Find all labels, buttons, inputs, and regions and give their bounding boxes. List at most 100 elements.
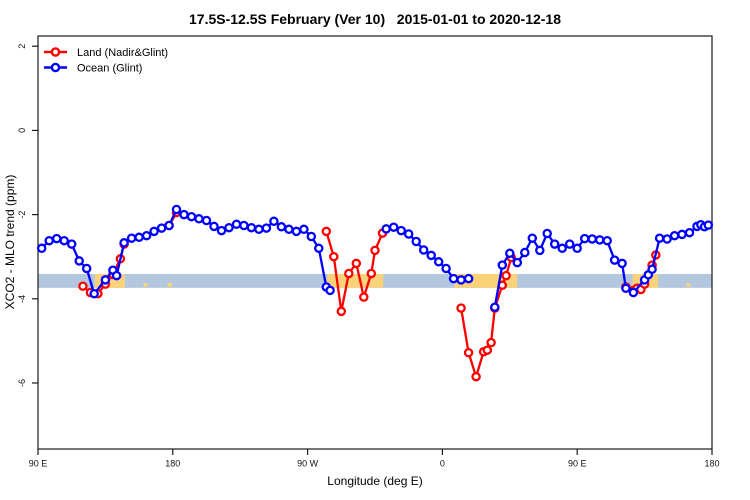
data-point-ocean (194, 214, 204, 224)
data-point-ocean (662, 234, 672, 244)
data-point-ocean (388, 222, 399, 232)
x-tick-label: 90 E (568, 459, 587, 469)
data-point-ocean (505, 248, 515, 259)
x-axis-ticks: 90 E 180 90 W 0 90 E 180 (29, 449, 720, 469)
x-tick-label: 0 (440, 459, 445, 469)
data-point-ocean (677, 229, 687, 240)
data-point-land (370, 245, 380, 256)
data-point-ocean (269, 216, 279, 227)
data-point-ocean (66, 239, 77, 249)
data-point-ocean (126, 233, 137, 243)
data-point-land (336, 306, 347, 317)
data-point-ocean (141, 230, 152, 241)
x-tick-label: 180 (165, 459, 180, 469)
data-point-ocean (89, 288, 99, 299)
y-tick-label: 2 (17, 44, 27, 49)
data-point-land (329, 251, 339, 262)
data-point-ocean (74, 256, 84, 266)
data-point-ocean (81, 263, 92, 274)
data-point-ocean (276, 222, 287, 232)
data-point-ocean (628, 287, 639, 298)
data-point-ocean (520, 247, 530, 258)
data-point-land (366, 268, 377, 279)
data-point-ocean (512, 257, 523, 268)
land-coverage-mark (686, 282, 691, 287)
data-point-ocean (254, 224, 264, 235)
data-point-ocean (231, 219, 242, 230)
data-point-ocean (216, 225, 227, 236)
legend-land-label: Land (Nadir&Glint) (77, 47, 168, 59)
data-point-ocean (441, 263, 451, 274)
data-point-ocean (579, 233, 590, 244)
land-coverage-mark (143, 282, 148, 287)
data-point-ocean (542, 228, 552, 239)
data-series (36, 204, 714, 382)
data-point-ocean (239, 220, 249, 231)
data-point-ocean (44, 235, 54, 246)
data-point-ocean (179, 209, 189, 220)
data-point-ocean (171, 204, 182, 215)
data-point-ocean (426, 250, 436, 261)
data-point-ocean (284, 224, 294, 235)
x-axis-label: Longitude (deg E) (327, 474, 422, 488)
data-point-ocean (291, 226, 302, 237)
data-point-ocean (703, 220, 714, 230)
data-point-ocean (587, 234, 597, 244)
data-point-ocean (156, 223, 167, 233)
x-tick-label: 180 (704, 459, 719, 469)
data-point-ocean (549, 239, 560, 249)
data-point-ocean (654, 233, 665, 243)
data-point-land (501, 270, 511, 281)
data-point-land (351, 258, 362, 269)
y-tick-label: -2 (17, 211, 27, 219)
data-point-land (463, 347, 474, 358)
x-tick-label: 90 E (29, 459, 48, 469)
data-point-ocean (246, 222, 257, 233)
data-point-ocean (490, 302, 500, 312)
data-point-ocean (201, 215, 212, 226)
data-point-ocean (572, 243, 582, 254)
y-tick-label: -6 (17, 379, 27, 387)
data-point-ocean (418, 245, 429, 255)
data-point-ocean (602, 235, 612, 246)
data-point-ocean (684, 227, 695, 238)
data-point-ocean (314, 243, 324, 254)
data-point-ocean (669, 230, 680, 241)
data-point-ocean (186, 211, 197, 222)
legend-ocean-marker (50, 62, 61, 73)
data-point-ocean (497, 260, 508, 270)
data-point-land (486, 337, 496, 348)
data-point-ocean (261, 223, 272, 233)
data-point-ocean (463, 273, 474, 284)
data-point-ocean (59, 235, 69, 246)
data-point-ocean (325, 285, 335, 296)
legend-ocean-label: Ocean (Glint) (77, 62, 142, 74)
legend: Land (Nadir&Glint) Ocean (Glint) (44, 47, 168, 74)
data-point-ocean (134, 232, 144, 243)
data-point-ocean (456, 275, 466, 285)
data-point-ocean (299, 224, 309, 235)
data-point-ocean (617, 258, 627, 269)
data-point-land (471, 371, 481, 382)
y-axis-label: XCO2 - MLO trend (ppm) (3, 175, 17, 310)
data-point-ocean (119, 238, 129, 248)
data-point-ocean (535, 245, 545, 256)
data-point-land (344, 268, 354, 279)
y-tick-label: -4 (17, 295, 27, 303)
data-point-ocean (164, 220, 174, 231)
data-point-ocean (403, 229, 414, 239)
data-point-ocean (381, 224, 391, 234)
data-point-ocean (411, 236, 421, 247)
data-point-ocean (306, 231, 317, 242)
data-point-ocean (647, 264, 657, 275)
data-point-ocean (433, 257, 444, 267)
data-point-ocean (557, 243, 567, 254)
x-tick-label: 90 W (297, 459, 319, 469)
data-point-land (359, 292, 369, 302)
chart-title: 17.5S-12.5S February (Ver 10) 2015-01-01… (189, 11, 561, 27)
data-point-ocean (621, 283, 631, 294)
data-point-ocean (527, 233, 538, 243)
data-point-ocean (100, 275, 111, 285)
